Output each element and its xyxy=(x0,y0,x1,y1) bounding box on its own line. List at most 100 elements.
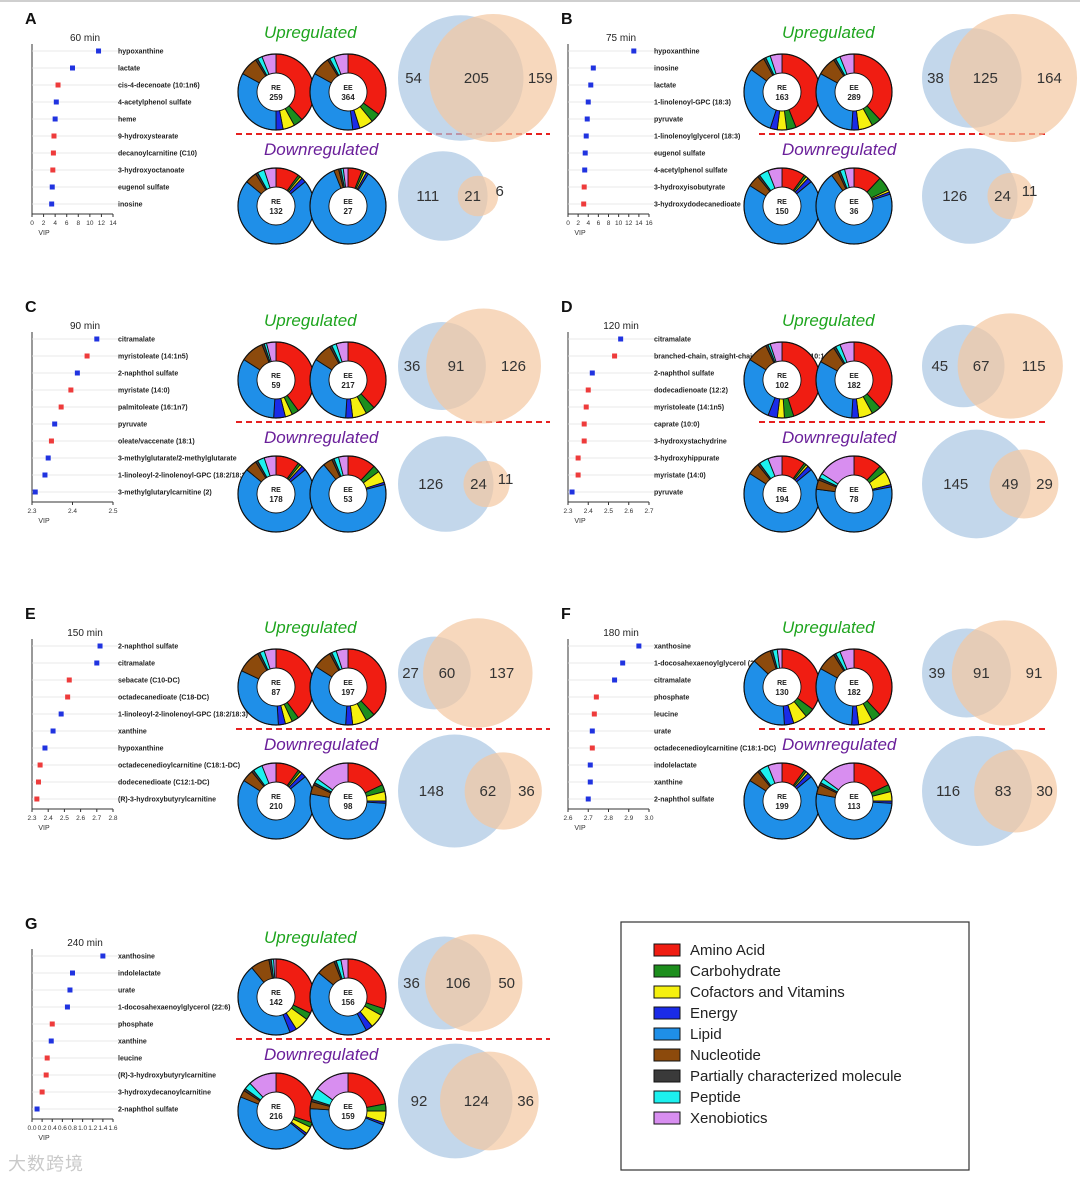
panel-a-up-venn-ee-circle xyxy=(429,14,558,142)
panel-d-up-venn-ee-circle xyxy=(957,313,1063,419)
panel-c-up-venn-ee-only: 126 xyxy=(501,358,526,375)
panel-g-x-tick-label: 0.0 xyxy=(27,1125,36,1132)
panel-b-vip-label: 3-hydroxyisobutyrate xyxy=(654,185,725,192)
panel-g-vip-label: 1-docosahexaenoylglycerol (22:6) xyxy=(118,1005,230,1012)
panel-f-vip-label: leucine xyxy=(654,712,678,719)
panel-b-vip-point xyxy=(590,65,596,71)
panel-a-vip-label: cis-4-decenoate (10:1n6) xyxy=(118,83,200,90)
legend-label: Nucleotide xyxy=(690,1047,761,1064)
panel-e-up-ee-donut-outline xyxy=(309,648,387,726)
panel-d-vip-label: 2-naphthol sulfate xyxy=(654,371,714,378)
panel-b-x-tick-label: 2 xyxy=(576,220,580,227)
panel-a-down-venn-re-only: 111 xyxy=(416,188,439,205)
panel-c-up-re-donut-slice-lipid xyxy=(237,359,276,419)
panel-e-x-tick-label: 2.3 xyxy=(27,815,36,822)
panel-e-up-venn-shared: 60 xyxy=(439,665,456,682)
panel-e-down-re-donut-total: 210 xyxy=(269,802,283,811)
panel-a-title: 60 min xyxy=(70,33,100,44)
panel-g-x-label: VIP xyxy=(38,1135,50,1142)
panel-a-up-re-donut-total: 259 xyxy=(269,93,283,102)
panel-e-vip-label: xanthine xyxy=(118,729,147,736)
panel-f-x-label: VIP xyxy=(574,825,586,832)
legend-swatch xyxy=(653,1111,681,1125)
panel-f-down-ee-donut-outline xyxy=(815,762,893,840)
panel-g-x-tick-label: 1.0 xyxy=(78,1125,87,1132)
panel-d-vip-point xyxy=(612,353,618,359)
panel-b-x-tick-label: 0 xyxy=(566,220,570,227)
panel-a-letter: A xyxy=(25,11,37,28)
panel-b-downregulated-label: Downregulated xyxy=(782,140,897,159)
panel-e-vip-point xyxy=(42,745,48,751)
panel-b-vip-point xyxy=(581,184,587,190)
panel-c-vip-point xyxy=(58,404,64,410)
panel-b-vip-point xyxy=(631,48,637,54)
panel-d-x-tick-label: 2.5 xyxy=(604,508,613,515)
panel-c-vip-point xyxy=(48,438,54,444)
panel-c-vip-point xyxy=(52,421,58,427)
panel-d-up-venn-ee-only: 115 xyxy=(1022,358,1046,375)
panel-d-vip-label: caprate (10:0) xyxy=(654,422,700,429)
panel-d-letter: D xyxy=(561,299,573,316)
panel-a-vip-label: 9-hydroxystearate xyxy=(118,134,178,141)
panel-b-up-venn-shared: 125 xyxy=(973,70,998,87)
panel-a-vip-point xyxy=(52,116,58,122)
panel-e-up-ee-donut-total: 197 xyxy=(341,688,355,697)
legend-swatch xyxy=(653,1027,681,1041)
panel-d-vip-point xyxy=(575,455,581,461)
panel-f-down-venn-ee-circle xyxy=(974,749,1058,833)
panel-f-vip-label: octadecenedioylcarnitine (C18:1-DC) xyxy=(654,746,776,753)
panel-f-vip-label: urate xyxy=(654,729,671,736)
panel-d-down-re-donut-total: 194 xyxy=(775,495,789,504)
panel-d-up-venn-shared: 67 xyxy=(973,358,990,375)
panel-c-vip-label: oleate/vaccenate (18:1) xyxy=(118,439,195,446)
panel-e-vip-point xyxy=(94,660,100,666)
panel-d-vip-label: citramalate xyxy=(654,337,691,344)
panel-g-up-ee-donut-group-label: EE xyxy=(343,990,353,997)
panel-c-vip-label: 3-methylglutarate/2-methylglutarate xyxy=(118,456,237,463)
panel-a-vip-label: heme xyxy=(118,117,136,124)
panel-c-down-ee-donut-total: 53 xyxy=(344,495,353,504)
panel-g-up-ee-donut-outline xyxy=(309,958,387,1036)
panel-a-vip-point xyxy=(55,82,61,88)
panel-f-vip-label: 1-docosahexaenoylglycerol (22:6) xyxy=(654,661,766,668)
panel-c-vip-point xyxy=(45,455,51,461)
legend-label: Energy xyxy=(690,1005,738,1022)
panel-e-vip-label: sebacate (C10-DC) xyxy=(118,678,180,685)
panel-e-vip-label: hypoxanthine xyxy=(118,746,164,753)
panel-g-down-re-donut-total: 216 xyxy=(269,1112,283,1121)
panel-a-up-venn-ee-only: 159 xyxy=(528,70,553,87)
panel-a-down-venn-re-circle xyxy=(398,151,488,241)
panel-d-up-venn-re-only: 45 xyxy=(931,358,948,375)
panel-b-vip-label: inosine xyxy=(654,66,679,73)
panel-a-vip-point xyxy=(53,99,59,105)
panel-a-x-tick-label: 2 xyxy=(42,220,46,227)
panel-f-up-venn-re-only: 39 xyxy=(929,665,946,682)
panel-d-vip-label: pyruvate xyxy=(654,490,683,497)
panel-b-down-ee-donut-total: 36 xyxy=(850,207,859,216)
panel-a-up-ee-donut-outline xyxy=(309,53,387,131)
panel-c-down-venn-ee-circle xyxy=(463,460,510,508)
panel-f-x-tick-label: 3.0 xyxy=(644,815,653,822)
panel-d-vip-label: 3-hydroxystachydrine xyxy=(654,439,727,446)
panel-b-x-tick-label: 16 xyxy=(645,220,653,227)
panel-g: G 240 min 0.0 0.2 0.4 0.6 0.8 1.0 1.2 1.4 1.6 VIP xa… xyxy=(25,916,550,1159)
panel-e-x-tick-label: 2.4 xyxy=(44,815,53,822)
panel-c-up-venn-shared: 91 xyxy=(448,358,465,375)
panel-b-vip-label: 1-linolenoyl-GPC (18:3) xyxy=(654,100,731,107)
panel-b-down-venn-shared: 24 xyxy=(994,188,1011,205)
panel-a-x-tick-label: 10 xyxy=(86,220,94,227)
panel-a-down-ee-donut-outline xyxy=(309,167,387,245)
panel-d-down-ee-donut-total: 78 xyxy=(850,495,859,504)
panel-f-x-tick-label: 2.6 xyxy=(563,815,572,822)
panel-c-vip-label: myristate (14:0) xyxy=(118,388,170,395)
panel-f-vip-point xyxy=(612,677,618,683)
panel-d-down-ee-donut-group-label: EE xyxy=(849,487,859,494)
panel-a-down-re-donut-group-label: RE xyxy=(271,199,281,206)
panel-b-vip-point xyxy=(581,201,587,207)
legend-swatch xyxy=(653,1006,681,1020)
legend-label: Amino Acid xyxy=(690,942,765,959)
panel-f-vip-label: 2-naphthol sulfate xyxy=(654,797,714,804)
panel-a-upregulated-label: Upregulated xyxy=(264,23,357,42)
panel-f-upregulated-label: Upregulated xyxy=(782,618,875,637)
